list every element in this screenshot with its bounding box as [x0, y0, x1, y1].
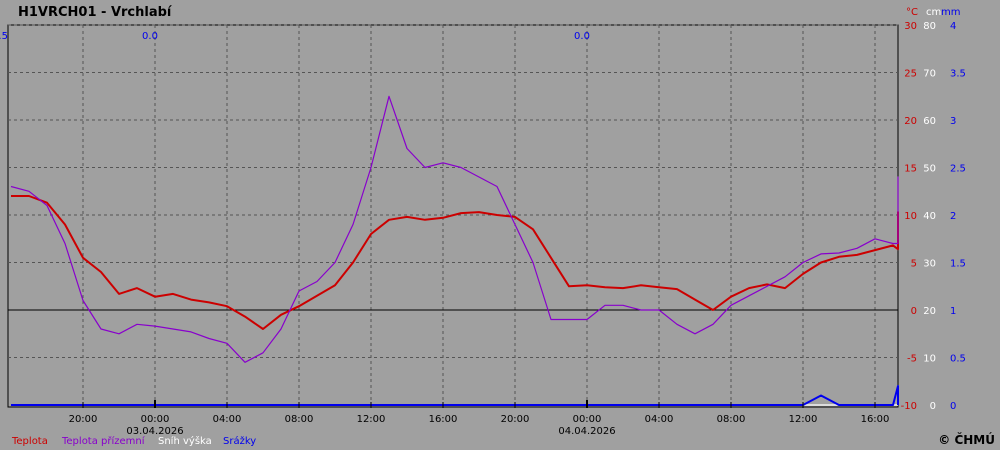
series-line-3 — [11, 385, 899, 406]
snow-tick-label: 20 — [923, 306, 936, 317]
legend-item-snih-vyska: Sníh výška — [158, 435, 212, 447]
axis-snow: 0 10 20 30 40 50 60 70 80 — [923, 21, 936, 412]
precip-tick-label: 3 — [950, 116, 956, 127]
daily-total-label: 0.0 — [142, 31, 158, 42]
copyright-label: © ČHMÚ — [938, 432, 995, 447]
precip-tick-label: 2 — [950, 211, 956, 222]
snow-tick-label: 0 — [930, 401, 936, 412]
temp-tick-label: 5 — [911, 259, 917, 270]
series-layer — [10, 95, 899, 406]
precip-tick-label: 4 — [950, 21, 956, 32]
x-tick-label: 00:00 — [141, 414, 170, 425]
x-tick-label: 08:00 — [285, 414, 314, 425]
series-line-1 — [10, 95, 899, 363]
unit-temperature: °C — [906, 7, 918, 18]
temp-tick-label: 30 — [904, 21, 917, 32]
series-line-0 — [11, 195, 899, 330]
snow-tick-label: 60 — [923, 116, 936, 127]
temp-tick-label: 20 — [904, 116, 917, 127]
x-tick-label: 16:00 — [429, 414, 458, 425]
x-tick-label: 04:00 — [645, 414, 674, 425]
x-tick-label: 12:00 — [789, 414, 818, 425]
precip-tick-label: 3.5 — [950, 69, 966, 80]
snow-tick-label: 40 — [923, 211, 936, 222]
axis-temperature: -10 -5 0 5 10 15 20 25 30 — [901, 21, 917, 412]
x-date-label: 03.04.2026 — [126, 426, 183, 437]
legend-item-srazky: Srážky — [223, 435, 256, 447]
unit-snow: cm — [926, 7, 941, 18]
precip-tick-label: 0 — [950, 401, 956, 412]
legend: Teplota Teplota přízemní Sníh výška Sráž… — [11, 435, 256, 447]
snow-tick-label: 10 — [923, 354, 936, 365]
snow-tick-label: 70 — [923, 69, 936, 80]
x-tick-label: 12:00 — [357, 414, 386, 425]
x-tick-label: 16:00 — [861, 414, 890, 425]
x-tick-label: 20:00 — [501, 414, 530, 425]
snow-tick-label: 30 — [923, 259, 936, 270]
axis-precip: 0 0.5 1 1.5 2 2.5 3 3.5 4 — [950, 21, 966, 412]
temp-tick-label: 0 — [911, 306, 917, 317]
x-axis-ticks: 20:00 00:00 04:00 08:00 12:00 16:00 20:00 00:00… — [69, 400, 890, 437]
x-tick-label: 20:00 — [69, 414, 98, 425]
snow-tick-label: 50 — [923, 164, 936, 175]
temp-tick-label: -10 — [901, 401, 917, 412]
temp-tick-label: 25 — [904, 69, 917, 80]
x-tick-label: 08:00 — [717, 414, 746, 425]
precip-tick-label: 2.5 — [950, 164, 966, 175]
chart-title: H1VRCH01 - Vrchlabí — [18, 5, 173, 20]
temp-tick-label: -5 — [907, 354, 917, 365]
daily-totals: 0.0 0.0 1.5 — [0, 31, 590, 42]
x-tick-label: 04:00 — [213, 414, 242, 425]
x-tick-label: 00:00 — [573, 414, 602, 425]
snow-tick-label: 80 — [923, 21, 936, 32]
temp-tick-label: 10 — [904, 211, 917, 222]
x-date-label: 04.04.2026 — [558, 426, 615, 437]
legend-item-teplota: Teplota — [11, 436, 48, 447]
legend-item-teplota-prizemni: Teplota přízemní — [61, 435, 146, 447]
daily-total-label: 1.5 — [0, 31, 8, 42]
unit-precip: mm — [941, 7, 960, 18]
temp-tick-label: 15 — [904, 164, 917, 175]
daily-total-label: 0.0 — [574, 31, 590, 42]
precip-tick-label: 1 — [950, 306, 956, 317]
precip-tick-label: 0.5 — [950, 354, 966, 365]
precip-tick-label: 1.5 — [950, 259, 966, 270]
